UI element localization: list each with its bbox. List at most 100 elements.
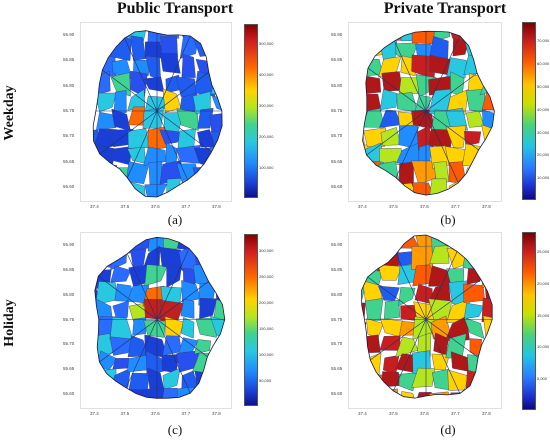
district-region xyxy=(127,128,150,149)
lat-tick-label: 55.75 xyxy=(331,316,343,322)
map-panel-d: 55.90 55.85 55.80 55.75 55.70 55.65 55.60 37.4 3… xyxy=(330,232,549,417)
district-region xyxy=(481,124,495,151)
district-region xyxy=(93,129,99,152)
choropleth-map xyxy=(362,23,500,200)
district-region xyxy=(366,387,386,399)
district-region xyxy=(228,41,230,60)
district-region xyxy=(94,92,117,113)
district-region xyxy=(229,334,230,358)
district-region xyxy=(398,77,419,95)
district-region xyxy=(177,404,196,407)
road-line xyxy=(156,32,192,112)
district-region xyxy=(94,368,117,394)
lon-tick-label: 37.4 xyxy=(358,411,367,416)
lon-tick-label: 37.4 xyxy=(358,204,367,209)
lat-tick-label: 55.85 xyxy=(63,57,75,63)
district-region xyxy=(361,336,365,352)
district-region xyxy=(480,368,493,390)
district-region xyxy=(484,53,495,77)
district-region xyxy=(378,35,398,61)
lat-tick-label: 55.70 xyxy=(63,341,75,347)
district-region xyxy=(143,76,165,93)
district-region xyxy=(478,182,495,196)
district-region xyxy=(414,95,431,114)
district-region xyxy=(499,196,500,200)
district-region xyxy=(227,22,230,42)
district-region xyxy=(449,404,465,407)
district-region xyxy=(364,298,384,321)
district-region xyxy=(129,406,147,407)
district-region xyxy=(93,30,114,43)
road-line xyxy=(365,65,427,112)
district-region xyxy=(414,404,435,407)
district-region xyxy=(480,385,493,399)
lat-tick-label: 55.65 xyxy=(63,366,75,372)
district-region xyxy=(160,36,178,58)
district-region xyxy=(481,245,493,269)
district-region xyxy=(113,89,127,115)
district-region xyxy=(498,370,500,387)
district-region xyxy=(362,31,385,43)
district-region xyxy=(227,370,230,393)
district-region xyxy=(362,111,366,127)
district-region xyxy=(429,245,450,264)
district-region xyxy=(166,263,182,288)
district-region xyxy=(229,96,230,113)
district-region xyxy=(209,177,223,198)
district-region xyxy=(378,180,403,196)
district-region xyxy=(499,23,500,42)
district-region xyxy=(228,232,230,250)
district-region xyxy=(181,53,196,78)
district-region xyxy=(411,367,436,388)
lon-tick-label: 37.5 xyxy=(120,204,130,209)
district-region xyxy=(483,35,495,60)
district-region xyxy=(112,300,129,320)
colorbar-tick-label: 15,000 xyxy=(537,312,550,318)
district-region xyxy=(109,336,135,356)
colorbar-tick-label: 100,000 xyxy=(259,351,274,357)
district-region xyxy=(93,108,95,132)
road-line xyxy=(96,319,158,365)
colorbar xyxy=(522,22,536,200)
colorbar-tick-label: 25,000 xyxy=(537,249,550,255)
panel-label-c: (c) xyxy=(167,422,183,437)
colorbar xyxy=(522,232,536,410)
colorbar-tick-label: 40,000 xyxy=(537,106,550,112)
district-region xyxy=(94,368,100,389)
colorbar-tick-label: 200,000 xyxy=(259,133,274,139)
colorbar-tick-label: 50,000 xyxy=(537,83,550,89)
district-region xyxy=(383,299,401,320)
district-region xyxy=(143,319,166,338)
lon-tick-label: 37.4 xyxy=(90,204,99,209)
colorbar-tick-label: 10,000 xyxy=(537,175,550,181)
lat-tick-label: 55.90 xyxy=(63,32,75,37)
district-region xyxy=(466,267,482,285)
road-line xyxy=(156,319,192,397)
panel-label-b: (b) xyxy=(440,212,456,227)
district-region xyxy=(192,386,217,399)
district-region xyxy=(361,314,367,338)
district-region xyxy=(181,317,195,339)
road-line xyxy=(96,65,158,112)
colorbar-tick-label: 50,000 xyxy=(259,377,272,383)
district-region xyxy=(159,30,180,39)
district-region xyxy=(463,31,485,41)
road-line xyxy=(425,110,462,190)
lon-tick-label: 37.8 xyxy=(482,204,491,209)
district-region xyxy=(93,167,98,185)
district-region xyxy=(496,386,500,407)
district-region xyxy=(209,40,223,62)
lon-tick-label: 37.6 xyxy=(151,411,160,416)
district-region xyxy=(366,182,386,196)
district-region xyxy=(479,31,495,43)
district-region xyxy=(144,404,163,407)
district-region xyxy=(361,334,381,354)
district-region xyxy=(361,368,370,388)
road-line xyxy=(390,32,427,112)
road-line xyxy=(156,110,192,190)
lat-tick-label: 55.90 xyxy=(63,242,75,247)
district-region xyxy=(411,160,437,185)
lon-tick-label: 37.8 xyxy=(212,204,221,209)
district-region xyxy=(109,35,132,61)
district-region xyxy=(464,166,485,182)
